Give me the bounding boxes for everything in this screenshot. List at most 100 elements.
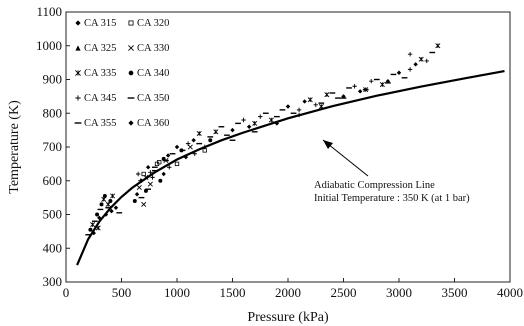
- annotation-line-2: Initial Temperature : 350 K (at 1 bar): [314, 193, 470, 204]
- data-point: [148, 170, 153, 175]
- data-point: [157, 160, 162, 165]
- data-point: [379, 82, 385, 88]
- legend-marker: [128, 45, 134, 51]
- y-tick-label: 1100: [36, 4, 62, 19]
- legend-marker: [128, 70, 134, 76]
- y-axis: 300 400 500 600 700 800 900 1000 1100: [36, 4, 70, 289]
- data-point: [424, 58, 429, 64]
- legend-marker: [128, 20, 134, 26]
- data-point: [102, 193, 107, 198]
- legend-label: CA 320: [137, 18, 169, 29]
- y-tick-label: 700: [43, 139, 63, 154]
- y-tick-label: 500: [43, 207, 63, 222]
- data-point: [158, 178, 163, 183]
- data-point: [196, 130, 202, 137]
- data-point: [136, 184, 142, 191]
- data-point: [191, 138, 196, 143]
- data-point: [313, 102, 318, 108]
- x-tick-label: 3500: [442, 285, 468, 300]
- data-point: [413, 62, 418, 67]
- data-point: [147, 181, 153, 187]
- data-point: [141, 201, 147, 207]
- y-tick-label: 400: [43, 240, 63, 255]
- data-point: [435, 43, 441, 49]
- data-point: [167, 165, 172, 170]
- data-point: [88, 227, 93, 232]
- data-point: [110, 193, 116, 199]
- data-point: [407, 51, 413, 57]
- data-point: [105, 201, 111, 207]
- data-point: [165, 153, 171, 158]
- x-tick-label: 1500: [220, 285, 246, 300]
- legend-label: CA 330: [137, 43, 169, 54]
- x-tick-label: 500: [112, 285, 132, 300]
- data-point: [396, 70, 402, 75]
- legend-marker: [75, 45, 81, 51]
- adiabatic-compression-line: [76, 70, 505, 266]
- data-point: [352, 84, 357, 89]
- legend-marker: [75, 20, 81, 26]
- data-point: [97, 215, 102, 221]
- data-point: [108, 199, 113, 203]
- y-tick-label: 300: [43, 274, 63, 289]
- legend-label: CA 350: [137, 93, 169, 104]
- x-axis-title: Pressure (kPa): [247, 310, 329, 325]
- data-point: [252, 120, 258, 126]
- data-point: [185, 141, 191, 146]
- legend-label: CA 340: [137, 68, 169, 79]
- data-point: [285, 104, 291, 109]
- data-point: [161, 171, 166, 177]
- x-axis: 0 500 1000 1500 2000 2500 3000 3500 4000: [63, 278, 523, 300]
- data-point: [135, 171, 141, 177]
- data-point: [208, 138, 213, 143]
- annotation: Adiabatic Compression Line Initial Tempe…: [314, 139, 470, 204]
- y-tick-label: 600: [43, 173, 63, 188]
- data-point: [357, 89, 363, 94]
- data-point: [134, 192, 140, 197]
- data-point: [246, 124, 252, 129]
- data-point: [213, 129, 219, 135]
- data-point: [95, 212, 100, 217]
- y-tick-label: 1000: [36, 38, 62, 53]
- y-tick-label: 900: [43, 72, 63, 87]
- annotation-line-1: Adiabatic Compression Line: [314, 180, 435, 191]
- data-point: [369, 78, 374, 84]
- data-point: [109, 208, 114, 214]
- legend-marker: [75, 95, 81, 101]
- legend-label: CA 325: [84, 43, 116, 54]
- y-axis-title: Temperature (K): [7, 100, 22, 194]
- data-point: [385, 78, 391, 84]
- data-point: [241, 117, 246, 123]
- data-point: [230, 127, 235, 133]
- data-point: [90, 222, 96, 228]
- data-point: [99, 202, 104, 207]
- x-tick-label: 2000: [275, 285, 301, 300]
- x-tick-label: 4000: [497, 285, 523, 300]
- legend-label: CA 315: [84, 18, 116, 29]
- arrow-head-icon: [323, 140, 333, 149]
- data-point: [296, 107, 302, 113]
- data-point: [174, 144, 180, 150]
- data-point: [113, 205, 119, 210]
- data-point: [268, 117, 274, 123]
- legend: CA 315 CA 320 CA 325 CA 330 CA 335 CA 340 CA 3…: [74, 18, 169, 129]
- plot-area: [65, 11, 511, 283]
- x-tick-label: 3000: [386, 285, 412, 300]
- data-point: [258, 114, 263, 119]
- legend-label: CA 360: [137, 118, 169, 129]
- x-tick-label: 0: [63, 285, 70, 300]
- data-point: [324, 92, 330, 98]
- data-point: [174, 161, 180, 167]
- legend-label: CA 345: [84, 93, 116, 104]
- data-point: [407, 67, 413, 72]
- data-point: [187, 144, 193, 150]
- legend-label: CA 335: [84, 68, 116, 79]
- data-point: [418, 56, 424, 62]
- scatter-points: [85, 43, 441, 236]
- data-point: [307, 97, 313, 103]
- x-tick-label: 1000: [164, 285, 190, 300]
- legend-marker: [75, 70, 81, 76]
- y-tick-label: 800: [43, 105, 63, 120]
- data-point: [91, 230, 96, 236]
